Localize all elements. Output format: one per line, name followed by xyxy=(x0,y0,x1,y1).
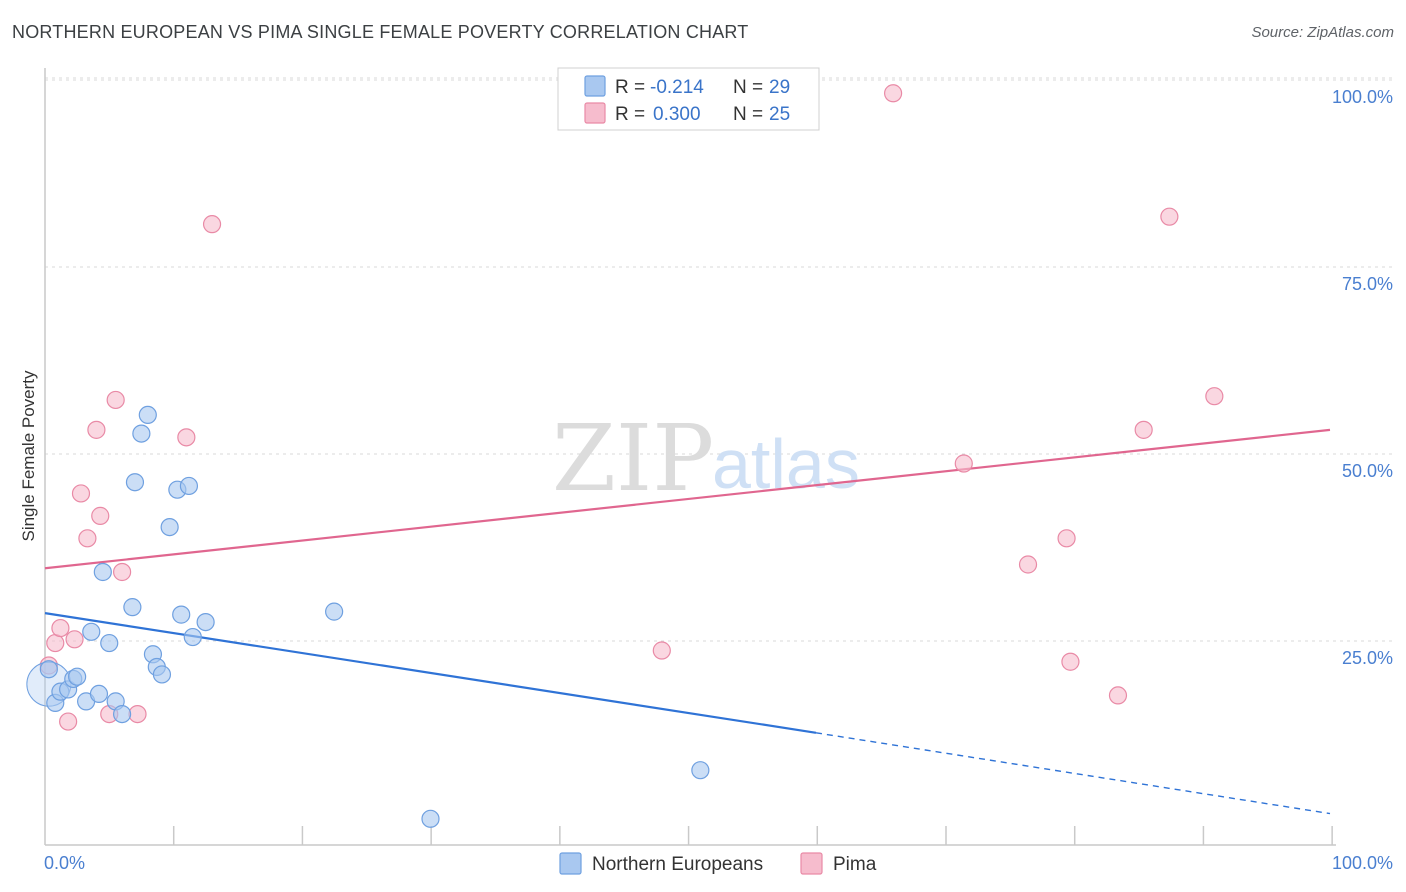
y-tick-label-25: 25.0% xyxy=(1342,648,1393,668)
pima-point xyxy=(1205,387,1224,406)
pima-point xyxy=(71,484,91,503)
northern-point xyxy=(82,622,101,641)
legend-n-label-pima: N = xyxy=(733,104,763,125)
x-tick-label-right: 100.0% xyxy=(1332,853,1393,873)
pima-point xyxy=(1057,529,1076,548)
trend-line-pima xyxy=(44,428,1331,570)
legend-r-value-northern: -0.214 xyxy=(650,77,704,98)
pima-point xyxy=(177,428,196,447)
pima-point xyxy=(1160,207,1179,226)
y-axis-title: Single Female Poverty xyxy=(19,370,38,542)
pima-point xyxy=(1061,652,1080,671)
legend-n-value-pima: 25 xyxy=(769,104,790,125)
northern-point xyxy=(132,424,151,443)
pima-point xyxy=(652,641,671,660)
northern-point xyxy=(123,598,142,617)
trend-lines xyxy=(44,428,1331,815)
pima-point xyxy=(954,454,973,473)
legend-swatch-pima xyxy=(584,102,606,124)
northern-point xyxy=(160,517,179,537)
legend-swatch-northern xyxy=(584,75,606,97)
pima-point xyxy=(51,618,70,638)
pima-point xyxy=(883,84,903,103)
stats-legend: R = -0.214 N = 29 R = 0.300 N = 25 xyxy=(557,67,820,131)
pima-point xyxy=(1018,555,1038,574)
pima-point xyxy=(202,215,222,234)
northern-point xyxy=(196,612,215,632)
northern-point xyxy=(125,473,145,492)
trend-line-northern xyxy=(44,612,817,734)
y-tick-label-100: 100.0% xyxy=(1332,87,1393,107)
northern-point xyxy=(112,704,132,724)
y-tick-label-75: 75.0% xyxy=(1342,274,1393,294)
source-label: Source: ZipAtlas.com xyxy=(1251,24,1394,41)
northern-point xyxy=(325,602,344,621)
pima-point xyxy=(91,506,110,525)
pima-point xyxy=(59,712,78,731)
northern-point xyxy=(138,405,157,424)
series-legend-swatch-northern xyxy=(559,852,582,875)
series-legend-label-pima: Pima xyxy=(833,854,877,875)
x-tick-label-left: 0.0% xyxy=(44,853,85,873)
northern-point xyxy=(421,809,440,828)
northern-point xyxy=(93,562,112,582)
northern-point xyxy=(100,633,119,653)
pima-point xyxy=(106,390,125,410)
legend-n-label-northern: N = xyxy=(733,77,763,98)
northern-point xyxy=(172,605,191,624)
pima-point xyxy=(87,420,106,439)
northern-point xyxy=(179,476,199,496)
series-legend: Northern Europeans Pima xyxy=(559,852,877,875)
pima-point xyxy=(128,704,147,724)
northern-point xyxy=(183,627,202,647)
chart-title: NORTHERN EUROPEAN VS PIMA SINGLE FEMALE … xyxy=(12,22,749,42)
trend-line-northern-extrapolated xyxy=(815,732,1331,815)
northern-point xyxy=(39,660,58,679)
series-legend-swatch-pima xyxy=(800,852,823,875)
legend-r-label-pima: R = xyxy=(615,104,645,125)
watermark-zip: ZIP xyxy=(552,405,714,512)
x-axis-ticks xyxy=(172,826,1333,845)
y-tick-label-50: 50.0% xyxy=(1342,461,1393,481)
pima-point xyxy=(78,529,97,548)
series-legend-label-northern: Northern Europeans xyxy=(592,854,763,875)
pima-point xyxy=(1108,686,1128,705)
pima-point xyxy=(112,562,132,582)
legend-r-value-pima: 0.300 xyxy=(653,104,701,125)
pima-point xyxy=(1134,420,1153,439)
legend-r-label-northern: R = xyxy=(615,77,645,98)
northern-point xyxy=(68,667,87,686)
northern-europeans-points xyxy=(26,405,710,828)
y-axis-tick-labels: 100.0% 75.0% 50.0% 25.0% xyxy=(1332,87,1393,668)
northern-point xyxy=(691,761,710,780)
gridlines xyxy=(45,77,1393,642)
pima-point xyxy=(65,630,84,649)
watermark-atlas: atlas xyxy=(712,425,860,503)
northern-point xyxy=(152,665,172,684)
legend-n-value-northern: 29 xyxy=(769,77,790,98)
northern-point xyxy=(89,684,109,704)
